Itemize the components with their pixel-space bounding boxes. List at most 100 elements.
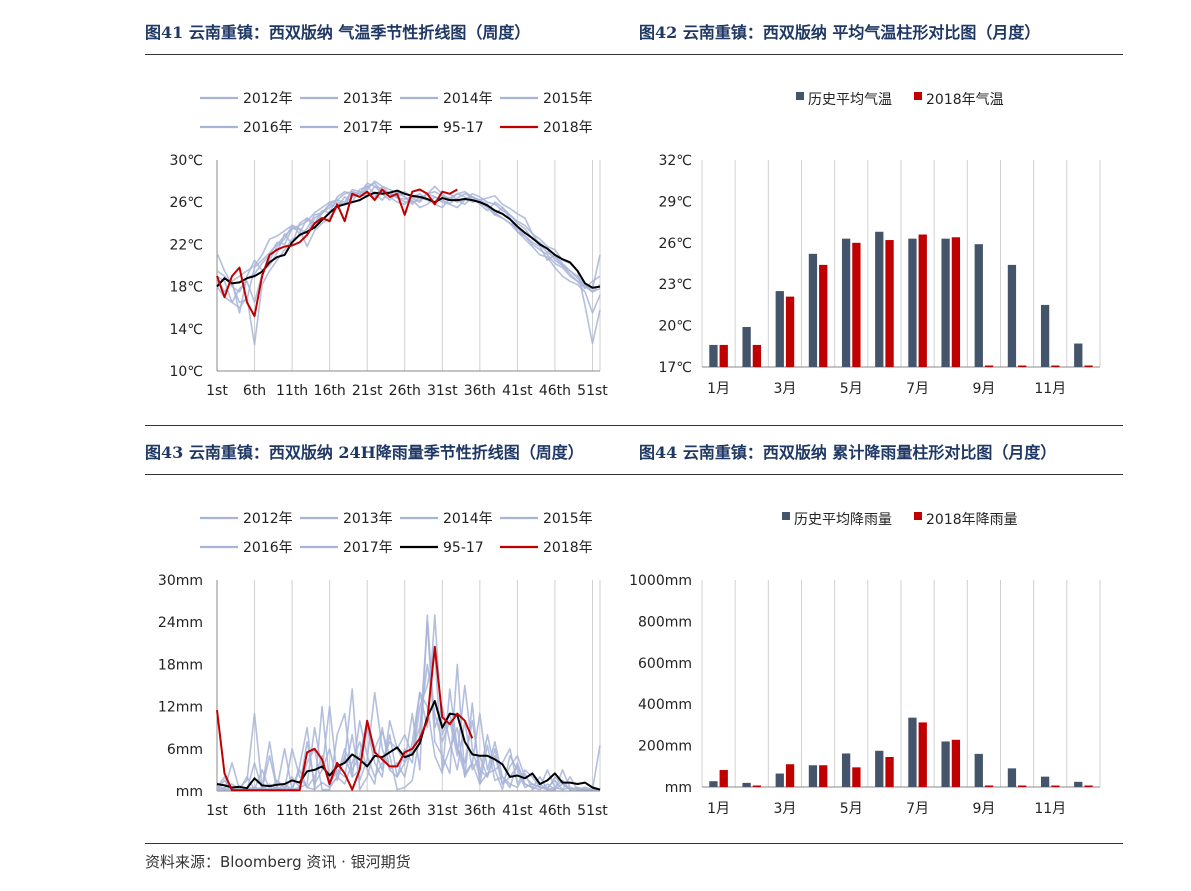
footer-rule xyxy=(145,843,1123,844)
bar-2018-7月 xyxy=(918,722,927,787)
x-tick-label: 9月 xyxy=(972,381,995,397)
x-tick-label: 31st xyxy=(427,803,458,819)
bar-historical-4月 xyxy=(808,765,818,787)
x-tick-label: 7月 xyxy=(906,381,929,397)
legend-label-1: 2013年 xyxy=(343,511,393,527)
x-tick-label: 41st xyxy=(502,803,533,819)
source-note: 资料来源：Bloomberg 资讯 · 银河期货 xyxy=(145,853,411,871)
bar-2018-1月 xyxy=(719,344,728,367)
series-line-7 xyxy=(216,188,458,318)
bar-historical-5月 xyxy=(841,753,851,787)
series-line-0 xyxy=(216,182,601,345)
series-line-6 xyxy=(216,189,601,289)
x-tick-label: 11th xyxy=(276,383,308,399)
legend-label-6: 95-17 xyxy=(443,120,484,136)
y-tick-label: 23℃ xyxy=(658,277,692,293)
legend-label-1: 2018年降雨量 xyxy=(926,512,1018,528)
bar-historical-11月 xyxy=(1040,304,1050,367)
bar-2018-5月 xyxy=(852,242,861,367)
legend-label-6: 95-17 xyxy=(443,540,484,556)
y-tick-label: 29℃ xyxy=(658,194,692,210)
legend-swatch-1 xyxy=(914,512,922,520)
legend-swatch-1 xyxy=(914,92,922,100)
x-tick-label: 1月 xyxy=(707,381,730,397)
bar-2018-2月 xyxy=(752,344,762,367)
series-line-2 xyxy=(216,614,600,791)
x-tick-label: 16th xyxy=(314,383,346,399)
bar-2018-5月 xyxy=(852,767,861,787)
y-tick-label: 10℃ xyxy=(169,364,203,380)
header-rule-middle-top xyxy=(145,425,1123,426)
legend-label-4: 2016年 xyxy=(243,540,293,556)
bar-historical-6月 xyxy=(875,750,884,787)
x-tick-label: 5月 xyxy=(840,381,863,397)
figure-41-title: 图41 云南重镇：西双版纳 气温季节性折线图（周度） xyxy=(145,23,531,42)
bar-2018-8月 xyxy=(951,739,961,787)
bar-historical-7月 xyxy=(908,717,917,787)
bar-historical-7月 xyxy=(908,238,917,367)
y-tick-label: 200mm xyxy=(638,739,692,755)
y-tick-label: 30℃ xyxy=(169,153,203,169)
bar-2018-3月 xyxy=(785,296,795,367)
series-line-7 xyxy=(216,645,474,792)
x-tick-label: 5月 xyxy=(840,801,863,817)
figure-42-title: 图42 云南重镇：西双版纳 平均气温柱形对比图（月度） xyxy=(639,23,1041,42)
y-tick-label: 600mm xyxy=(638,656,692,672)
bar-historical-6月 xyxy=(875,231,884,367)
y-tick-label: 24mm xyxy=(158,615,203,631)
y-tick-label: 14℃ xyxy=(169,322,203,338)
x-tick-label: 11月 xyxy=(1034,381,1066,397)
y-tick-label: 32℃ xyxy=(658,153,692,169)
y-tick-label: 800mm xyxy=(638,614,692,630)
x-tick-label: 46th xyxy=(539,383,571,399)
bar-2018-11月 xyxy=(1051,365,1060,367)
x-tick-label: 6th xyxy=(243,803,266,819)
x-tick-label: 26th xyxy=(389,803,421,819)
bar-historical-8月 xyxy=(941,238,950,367)
x-tick-label: 36th xyxy=(464,803,496,819)
y-tick-label: 26℃ xyxy=(169,195,203,211)
bar-2018-1月 xyxy=(719,770,728,787)
bar-2018-4月 xyxy=(819,264,828,367)
bar-2018-3月 xyxy=(785,764,795,787)
bar-2018-8月 xyxy=(951,237,961,367)
bar-2018-11月 xyxy=(1051,785,1060,787)
legend-label-2: 2014年 xyxy=(443,91,493,107)
y-tick-label: 30mm xyxy=(158,573,203,589)
y-tick-label: mm xyxy=(176,784,203,800)
x-tick-label: 21st xyxy=(352,383,383,399)
bar-2018-4月 xyxy=(819,765,828,787)
series-line-3 xyxy=(216,649,600,791)
y-tick-label: 12mm xyxy=(158,700,203,716)
header-rule-middle-bottom xyxy=(145,474,1123,475)
x-tick-label: 7月 xyxy=(906,801,929,817)
legend-swatch-0 xyxy=(782,512,790,520)
legend-label-1: 2013年 xyxy=(343,91,393,107)
series-line-4 xyxy=(216,614,601,791)
legend-label-1: 2018年气温 xyxy=(926,92,1004,108)
figure-44-title: 图44 云南重镇：西双版纳 累计降雨量柱形对比图（月度） xyxy=(639,443,1057,462)
bar-historical-8月 xyxy=(941,741,950,787)
legend-label-7: 2018年 xyxy=(543,120,593,136)
legend-swatch-0 xyxy=(796,92,804,100)
y-tick-label: 26℃ xyxy=(658,236,692,252)
x-tick-label: 9月 xyxy=(972,801,995,817)
legend-label-2: 2014年 xyxy=(443,511,493,527)
x-tick-label: 26th xyxy=(389,383,421,399)
y-tick-label: 18℃ xyxy=(169,280,203,296)
temperature-monthly-bar-chart: 历史平均气温 2018年气温 17℃ 20℃ 23℃ 26℃ 29℃ 32℃ 1月 3月 5月 7月 9… xyxy=(658,92,1101,397)
bar-historical-5月 xyxy=(841,238,851,367)
bar-2018-10月 xyxy=(1018,365,1027,367)
legend-label-4: 2016年 xyxy=(243,120,293,136)
bar-2018-10月 xyxy=(1018,785,1027,787)
x-tick-label: 11th xyxy=(276,803,308,819)
bar-2018-6月 xyxy=(885,240,894,367)
bar-2018-9月 xyxy=(984,365,994,367)
series-line-5 xyxy=(216,185,601,346)
legend-label-0: 2012年 xyxy=(243,91,293,107)
x-tick-label: 31st xyxy=(427,383,458,399)
legend-label-3: 2015年 xyxy=(543,91,593,107)
bar-2018-12月 xyxy=(1084,365,1093,367)
bar-historical-1月 xyxy=(709,344,718,367)
bar-2018-7月 xyxy=(918,234,927,367)
